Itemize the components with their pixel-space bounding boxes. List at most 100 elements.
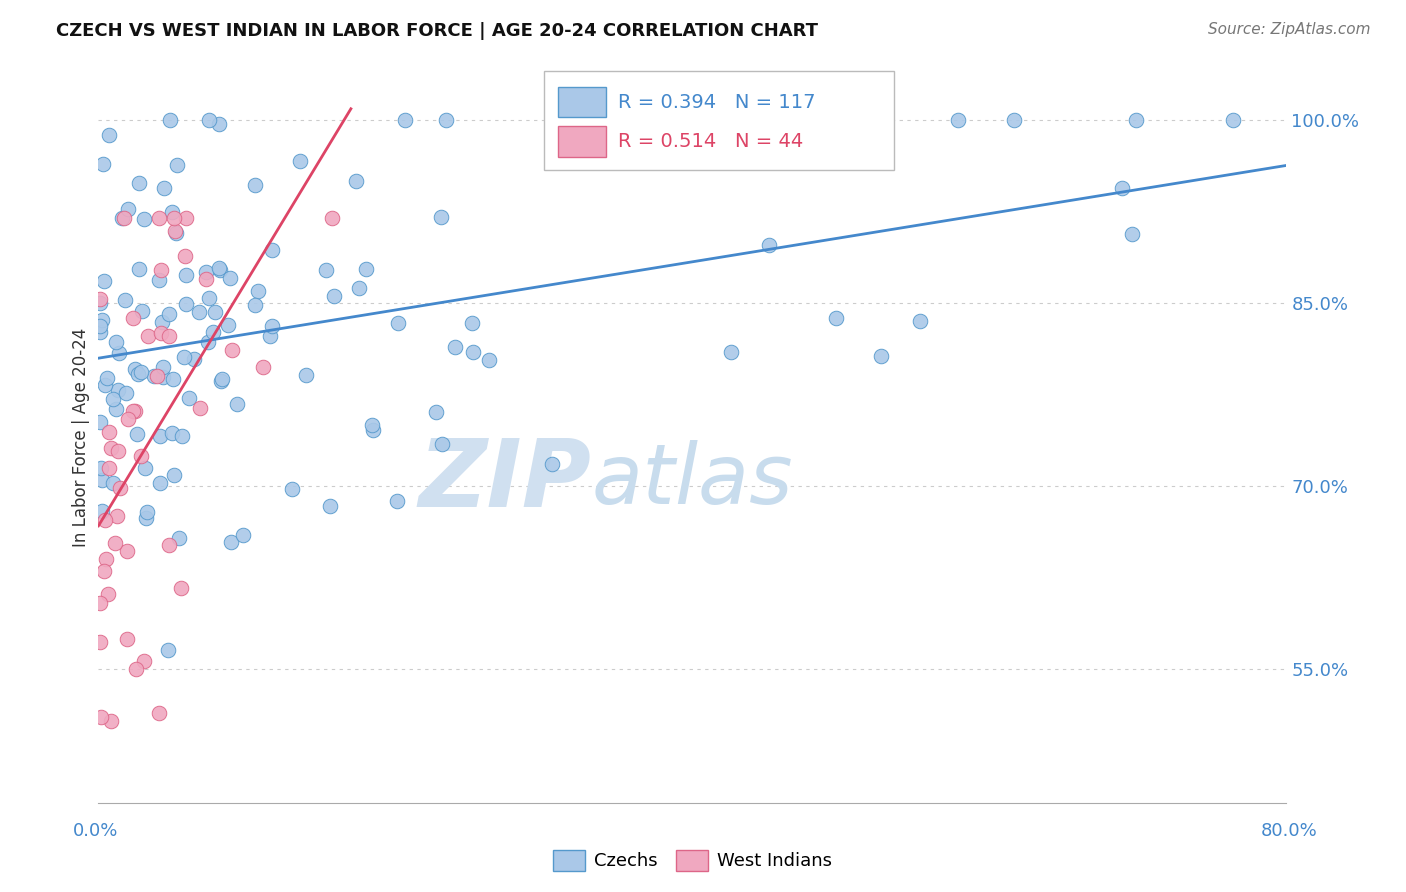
Point — [159, 538, 181, 552]
Point — [112, 211, 135, 225]
FancyBboxPatch shape — [558, 87, 606, 118]
Point — [183, 352, 205, 367]
Point — [115, 544, 138, 558]
Point — [91, 473, 114, 487]
Point — [908, 314, 931, 328]
Point — [149, 476, 172, 491]
Point — [720, 345, 742, 359]
Point — [219, 270, 242, 285]
Point — [129, 449, 152, 463]
Point — [163, 211, 186, 225]
Y-axis label: In Labor Force | Age 20-24: In Labor Force | Age 20-24 — [72, 327, 90, 547]
Point — [104, 401, 127, 416]
Point — [101, 476, 124, 491]
Point — [347, 281, 370, 295]
Point — [461, 316, 484, 330]
Point — [117, 202, 139, 216]
Text: R = 0.394   N = 117: R = 0.394 N = 117 — [617, 93, 815, 112]
Point — [176, 297, 198, 311]
Point — [89, 596, 111, 610]
Point — [143, 369, 166, 384]
Point — [354, 261, 377, 276]
Point — [135, 505, 157, 519]
Text: 0.0%: 0.0% — [73, 822, 118, 840]
Point — [385, 493, 408, 508]
Point — [221, 343, 243, 357]
Point — [207, 117, 229, 131]
Point — [262, 243, 284, 257]
Point — [323, 288, 346, 302]
Text: CZECH VS WEST INDIAN IN LABOR FORCE | AGE 20-24 CORRELATION CHART: CZECH VS WEST INDIAN IN LABOR FORCE | AG… — [56, 22, 818, 40]
Point — [134, 212, 156, 227]
Point — [1125, 113, 1147, 128]
Point — [195, 272, 218, 286]
Point — [125, 426, 148, 441]
Point — [90, 461, 112, 475]
Point — [197, 335, 219, 350]
Point — [153, 180, 176, 194]
Text: ZIP: ZIP — [419, 435, 592, 527]
Point — [318, 499, 340, 513]
Point — [231, 528, 253, 542]
Point — [157, 642, 180, 657]
Point — [824, 310, 846, 325]
Point — [387, 317, 409, 331]
Point — [444, 340, 467, 354]
Point — [174, 268, 197, 283]
Point — [1121, 227, 1143, 241]
Point — [948, 113, 970, 128]
Point — [150, 326, 173, 340]
Point — [288, 154, 311, 169]
Point — [157, 307, 180, 321]
Point — [260, 319, 283, 334]
Point — [425, 405, 447, 419]
Point — [217, 318, 239, 332]
Point — [315, 263, 337, 277]
Point — [91, 313, 114, 327]
Point — [294, 368, 316, 382]
Point — [89, 292, 111, 306]
Point — [209, 263, 232, 277]
Point — [91, 157, 114, 171]
Point — [134, 461, 156, 475]
Point — [211, 372, 233, 386]
Point — [344, 174, 367, 188]
Point — [1222, 113, 1244, 128]
Point — [125, 662, 148, 676]
Point — [114, 293, 136, 307]
Point — [94, 378, 117, 392]
Point — [136, 328, 159, 343]
Point — [93, 274, 115, 288]
Point — [361, 417, 384, 432]
Text: 80.0%: 80.0% — [1261, 822, 1317, 840]
Point — [129, 365, 152, 379]
Point — [146, 369, 169, 384]
Point — [100, 441, 122, 455]
Point — [108, 481, 131, 495]
Point — [165, 224, 187, 238]
Point — [165, 226, 187, 240]
Point — [219, 535, 242, 549]
Point — [149, 429, 172, 443]
Point — [94, 552, 117, 566]
Point — [152, 359, 174, 374]
Point — [111, 211, 134, 226]
Point — [1002, 113, 1025, 128]
Point — [98, 461, 121, 475]
Point — [107, 443, 129, 458]
Point — [101, 392, 124, 407]
Point — [789, 113, 811, 128]
Point — [394, 113, 416, 128]
Point — [89, 415, 111, 429]
Point — [104, 536, 127, 550]
Text: atlas: atlas — [592, 441, 793, 522]
Point — [115, 386, 138, 401]
Point — [93, 513, 115, 527]
Point — [173, 351, 195, 365]
Point — [204, 304, 226, 318]
Point — [89, 325, 111, 339]
Point — [194, 265, 217, 279]
Point — [124, 404, 146, 418]
Point — [128, 261, 150, 276]
Point — [208, 261, 231, 276]
